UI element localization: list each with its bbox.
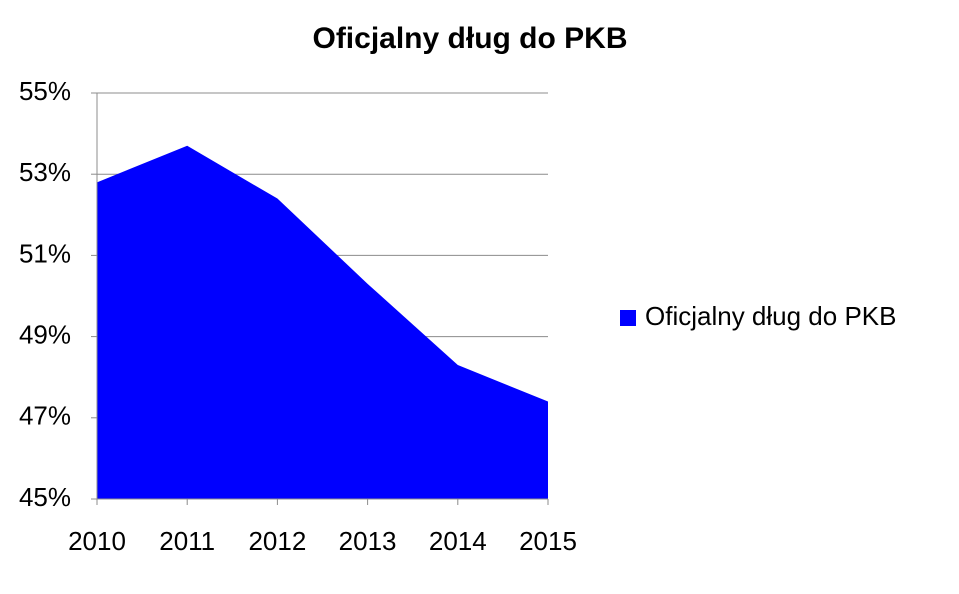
x-tick-label: 2011: [159, 526, 215, 556]
x-tick-label: 2012: [248, 526, 306, 556]
x-tick-label: 2013: [339, 526, 397, 556]
x-tick-label: 2010: [68, 526, 126, 556]
y-tick-label: 51%: [19, 238, 71, 268]
y-tick-label: 55%: [19, 76, 71, 106]
y-tick-label: 45%: [19, 482, 71, 512]
legend-swatch: [620, 310, 636, 326]
y-tick-label: 47%: [19, 401, 71, 431]
x-tick-label: 2014: [429, 526, 487, 556]
y-tick-label: 53%: [19, 157, 71, 187]
y-tick-label: 49%: [19, 319, 71, 349]
legend-label: Oficjalny dług do PKB: [645, 301, 896, 331]
area: [97, 145, 548, 499]
chart-title: Oficjalny dług do PKB: [312, 22, 627, 55]
x-tick-label: 2015: [519, 526, 577, 556]
